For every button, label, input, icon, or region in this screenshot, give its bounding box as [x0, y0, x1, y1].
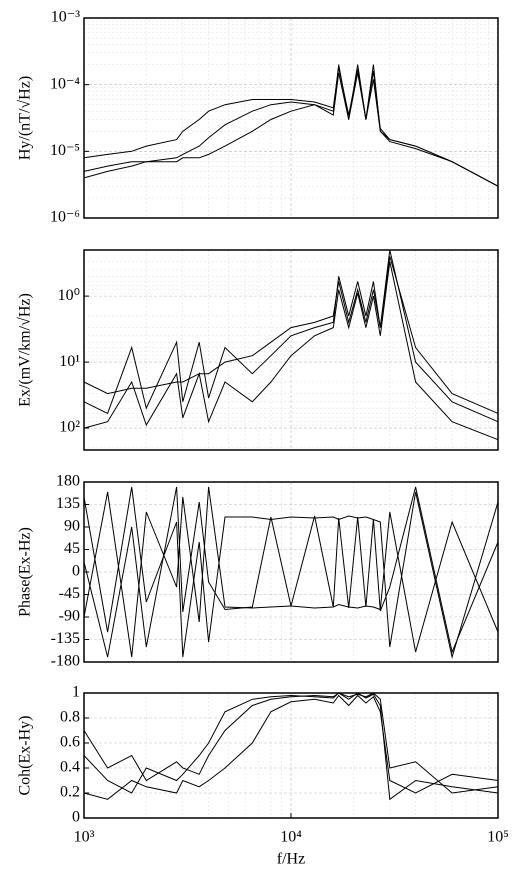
- y-tick-label: 135: [56, 495, 80, 512]
- y-tick-label: 0.8: [60, 709, 80, 726]
- data-line: [83, 692, 499, 794]
- y-tick-label: -180: [51, 653, 80, 670]
- data-line: [83, 67, 499, 187]
- y-tick-label: 0.4: [60, 759, 80, 776]
- y-tick-label: 10¹: [59, 353, 80, 370]
- y-tick-label: 180: [56, 473, 80, 490]
- y-tick-label: -45: [59, 585, 80, 602]
- x-tick-label: 10⁴: [280, 829, 302, 846]
- y-tick-label: 45: [64, 540, 80, 557]
- y-tick-label: 10⁻⁶: [50, 209, 80, 226]
- y-tick-label: 0.2: [60, 784, 80, 801]
- x-tick-label: 10⁵: [487, 829, 509, 846]
- y-axis-title: Coh(Ex-Hy): [17, 716, 34, 796]
- data-line: [83, 486, 499, 659]
- y-axis-title: Phase(Ex-Hz): [17, 527, 34, 617]
- y-tick-label: 0: [72, 809, 80, 826]
- data-line: [83, 694, 499, 800]
- x-axis-title: f/Hz: [277, 851, 305, 868]
- plot-frame: [83, 17, 499, 219]
- y-tick-label: 10⁻³: [51, 9, 80, 26]
- data-line: [83, 72, 499, 187]
- plot-frame: [83, 249, 499, 451]
- y-tick-label: 10⁰: [58, 287, 80, 304]
- y-tick-label: 0: [72, 563, 80, 580]
- y-tick-label: 1: [72, 684, 80, 701]
- y-tick-label: 90: [64, 518, 80, 535]
- data-line: [83, 486, 499, 658]
- y-tick-label: 10⁻⁴: [50, 75, 80, 92]
- y-axis-title: Ex/(mV/km/√Hz): [17, 293, 34, 407]
- x-tick-label: 10³: [74, 829, 95, 846]
- plot-frame: [83, 481, 499, 663]
- data-line: [83, 486, 499, 658]
- y-tick-label: 10²: [59, 419, 80, 436]
- data-line: [83, 256, 499, 414]
- data-line: [83, 261, 499, 441]
- y-tick-label: 0.6: [60, 734, 80, 751]
- y-axis-title: Hy/(nT/√Hz): [17, 76, 34, 160]
- y-tick-label: -90: [59, 608, 80, 625]
- y-tick-label: 10⁻⁵: [50, 142, 80, 159]
- y-tick-label: -135: [51, 630, 80, 647]
